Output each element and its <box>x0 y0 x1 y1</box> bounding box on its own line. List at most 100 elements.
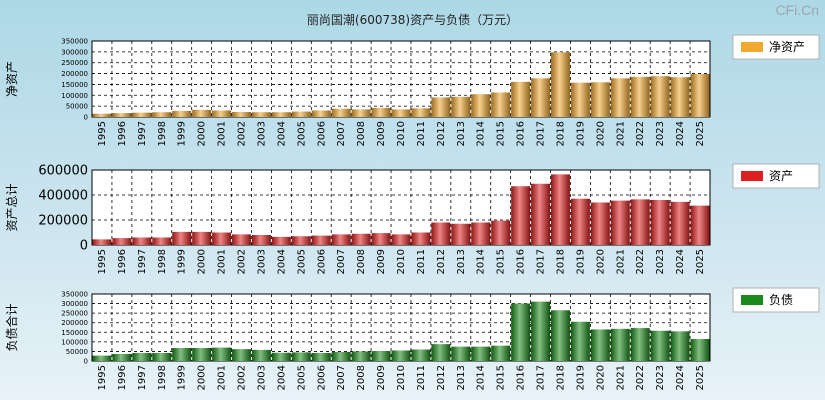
x-tick-label: 2002 <box>237 249 248 274</box>
x-tick-label: 2015 <box>496 249 507 274</box>
x-tick-label: 2023 <box>655 365 666 390</box>
x-tick-label: 1996 <box>117 249 128 274</box>
bar-2020 <box>590 82 610 117</box>
bar-1999 <box>172 347 192 361</box>
bar-2013 <box>451 96 471 117</box>
bar-2023 <box>650 76 670 117</box>
x-tick-label: 2009 <box>376 121 387 146</box>
bar-2005 <box>291 352 311 361</box>
x-tick-label: 2023 <box>655 121 666 146</box>
x-tick-label: 2003 <box>256 365 267 390</box>
bar-2022 <box>630 76 650 117</box>
x-tick-label: 2017 <box>536 121 547 146</box>
x-tick-label: 2004 <box>276 249 287 274</box>
x-tick-label: 1996 <box>117 365 128 390</box>
bar-2017 <box>531 183 551 245</box>
x-tick-label: 1995 <box>97 121 108 146</box>
chart-title: 丽尚国潮(600738)资产与负债（万元） <box>306 13 519 27</box>
bar-2016 <box>511 81 531 117</box>
y-tick-label: 300000 <box>61 300 88 308</box>
x-tick-label: 2019 <box>575 121 586 146</box>
x-tick-label: 2016 <box>516 249 527 274</box>
y-tick-label: 400000 <box>38 189 88 204</box>
bar-2009 <box>371 107 391 117</box>
bar-2021 <box>610 328 630 361</box>
x-tick-label: 1999 <box>177 249 188 274</box>
x-tick-label: 2009 <box>376 249 387 274</box>
legend-label: 资产 <box>769 169 793 183</box>
x-tick-label: 2013 <box>456 365 467 390</box>
bar-2011 <box>411 232 431 245</box>
x-tick-label: 1999 <box>177 365 188 390</box>
bar-2009 <box>371 233 391 245</box>
bar-2003 <box>251 112 271 117</box>
x-tick-label: 2013 <box>456 249 467 274</box>
legend-swatch <box>741 42 763 52</box>
bar-2008 <box>351 233 371 245</box>
x-tick-label: 2015 <box>496 365 507 390</box>
bar-1999 <box>172 110 192 117</box>
bar-2010 <box>391 234 411 245</box>
bar-2005 <box>291 111 311 117</box>
bar-1998 <box>152 352 172 361</box>
chart-panel-net_assets: 0 50000 100000 150000 200000 250000 300000 3500… <box>5 34 820 146</box>
bar-2023 <box>650 200 670 245</box>
y-tick-label: 250000 <box>61 310 88 318</box>
y-tick-label: 50000 <box>66 103 88 111</box>
bar-2020 <box>590 329 610 361</box>
y-axis-label: 资产总计 <box>5 183 19 231</box>
x-tick-label: 2024 <box>675 365 686 390</box>
bar-2023 <box>650 330 670 361</box>
bar-2019 <box>570 321 590 361</box>
bar-2018 <box>551 52 570 117</box>
legend-swatch <box>741 295 763 305</box>
bar-2001 <box>212 110 232 117</box>
legend-liabilities: 负债 <box>732 287 820 313</box>
bar-2000 <box>192 347 212 361</box>
x-tick-label: 2010 <box>396 249 407 274</box>
x-tick-label: 2004 <box>276 365 287 390</box>
x-tick-label: 2022 <box>635 249 646 274</box>
legend-assets: 资产 <box>732 163 820 189</box>
y-tick-label: 200000 <box>61 319 88 327</box>
x-tick-label: 2019 <box>575 249 586 274</box>
x-tick-label: 1995 <box>97 249 108 274</box>
bar-1996 <box>112 113 132 117</box>
bar-2006 <box>311 110 331 117</box>
x-tick-label: 2017 <box>536 365 547 390</box>
bar-2007 <box>331 234 351 245</box>
x-tick-label: 2012 <box>436 249 447 274</box>
bar-1999 <box>172 231 192 245</box>
bar-2021 <box>610 78 630 117</box>
bar-2015 <box>491 92 511 117</box>
x-tick-label: 2024 <box>675 121 686 146</box>
x-tick-label: 1995 <box>97 365 108 390</box>
x-tick-label: 2006 <box>316 365 327 390</box>
y-tick-label: 600000 <box>38 164 88 179</box>
x-tick-label: 2008 <box>356 365 367 390</box>
x-tick-label: 2002 <box>237 365 248 390</box>
legend-swatch <box>741 171 763 181</box>
y-tick-label: 150000 <box>61 81 88 89</box>
y-tick-label: 350000 <box>61 291 88 299</box>
x-tick-label: 2000 <box>197 365 208 390</box>
bar-2006 <box>311 235 331 245</box>
bar-2004 <box>271 236 291 245</box>
bar-2022 <box>630 199 650 245</box>
bar-2016 <box>511 186 531 245</box>
bar-2004 <box>271 112 291 117</box>
bar-1998 <box>152 112 172 117</box>
x-tick-label: 1996 <box>117 121 128 146</box>
x-tick-label: 2014 <box>476 249 487 274</box>
x-tick-label: 2013 <box>456 121 467 146</box>
x-tick-label: 2008 <box>356 249 367 274</box>
x-tick-label: 2000 <box>197 121 208 146</box>
legend-net_assets: 净资产 <box>732 34 820 60</box>
x-tick-label: 2007 <box>336 121 347 146</box>
x-tick-label: 2020 <box>595 365 606 390</box>
x-tick-label: 2002 <box>237 121 248 146</box>
y-tick-label: 250000 <box>61 59 88 67</box>
bar-2024 <box>670 77 690 117</box>
x-tick-label: 2021 <box>615 121 626 146</box>
